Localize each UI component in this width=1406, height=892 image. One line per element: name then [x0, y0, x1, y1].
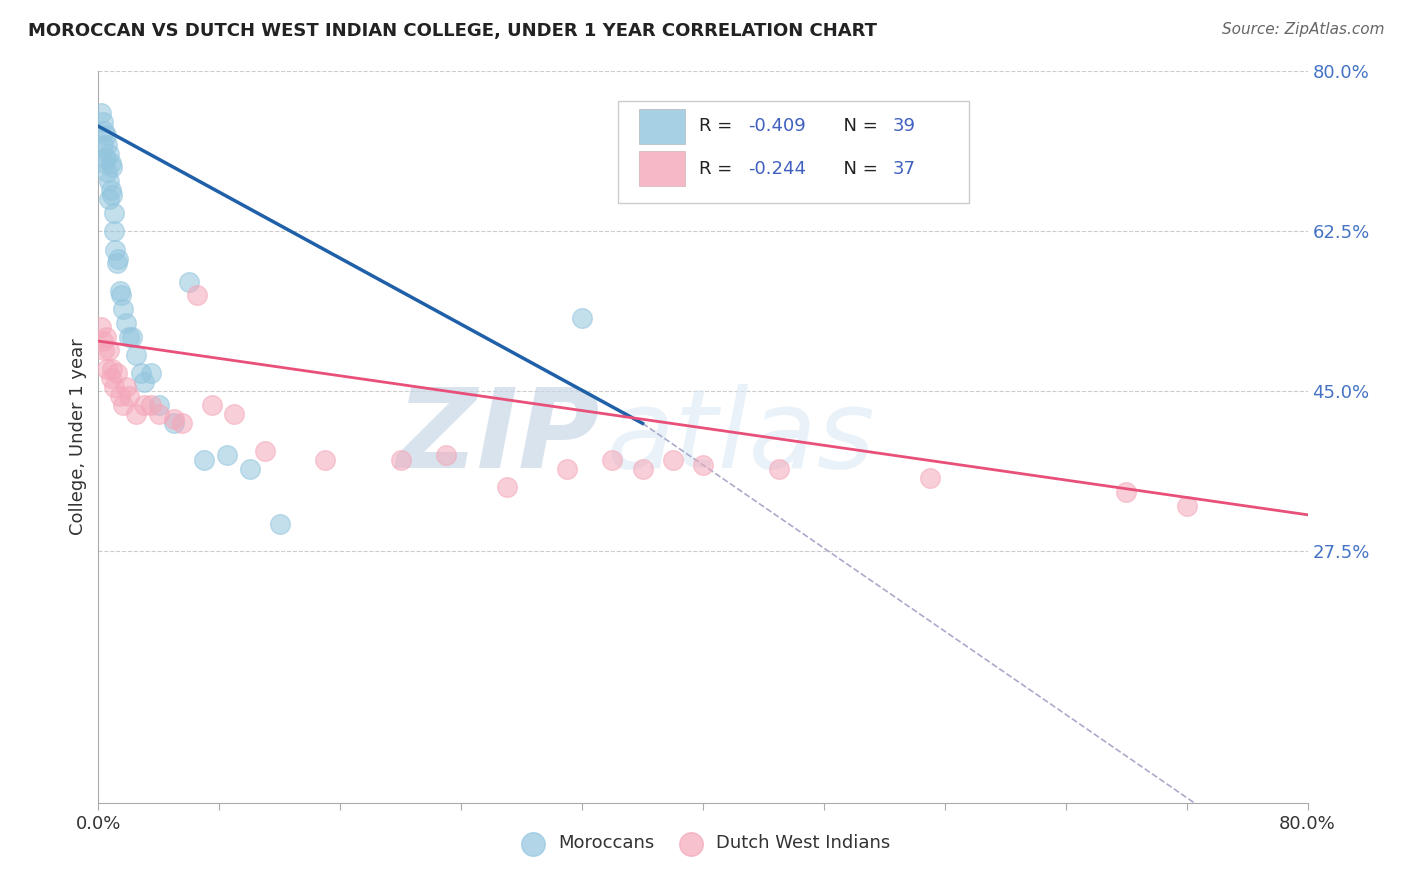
Point: [103, 380, 125, 394]
Point: [141, 398, 163, 412]
Point: [224, 407, 246, 421]
Text: 39: 39: [893, 117, 915, 136]
Point: [91, 114, 114, 128]
Point: [93, 156, 115, 170]
Point: [1175, 499, 1198, 513]
Point: [98, 343, 121, 358]
Text: Source: ZipAtlas.com: Source: ZipAtlas.com: [1222, 22, 1385, 37]
Point: [253, 443, 276, 458]
Point: [215, 448, 238, 462]
Point: [132, 375, 155, 389]
Point: [571, 311, 593, 326]
Y-axis label: College, Under 1 year: College, Under 1 year: [69, 339, 87, 535]
Text: MOROCCAN VS DUTCH WEST INDIAN COLLEGE, UNDER 1 YEAR CORRELATION CHART: MOROCCAN VS DUTCH WEST INDIAN COLLEGE, U…: [28, 22, 877, 40]
Point: [94, 329, 117, 343]
Point: [631, 462, 654, 476]
Point: [93, 343, 115, 358]
Point: [768, 462, 790, 476]
Point: [100, 156, 122, 170]
Point: [96, 165, 118, 179]
Point: [96, 137, 118, 152]
Point: [111, 398, 134, 412]
Point: [98, 192, 121, 206]
Point: [125, 407, 148, 421]
Point: [163, 412, 186, 426]
Point: [129, 366, 152, 380]
Point: [101, 187, 124, 202]
Point: [94, 151, 117, 165]
Point: [98, 146, 121, 161]
Point: [1115, 485, 1137, 500]
Point: [91, 334, 114, 348]
Point: [239, 462, 262, 476]
Legend: Moroccans, Dutch West Indians: Moroccans, Dutch West Indians: [508, 827, 898, 860]
Point: [692, 458, 714, 472]
Point: [495, 480, 517, 494]
Point: [105, 256, 128, 270]
Point: [94, 128, 117, 143]
Point: [107, 252, 129, 266]
Point: [105, 366, 128, 380]
Point: [179, 275, 201, 289]
Point: [93, 124, 115, 138]
Point: [163, 417, 186, 431]
Point: [141, 366, 163, 380]
Text: ZIP: ZIP: [396, 384, 600, 491]
Point: [125, 348, 148, 362]
Point: [114, 316, 136, 330]
FancyBboxPatch shape: [638, 151, 685, 186]
Text: 37: 37: [893, 160, 915, 178]
Text: -0.244: -0.244: [748, 160, 806, 178]
Point: [91, 137, 114, 152]
Point: [602, 453, 624, 467]
Text: -0.409: -0.409: [748, 117, 806, 136]
Point: [98, 174, 121, 188]
Point: [111, 301, 134, 317]
Point: [170, 417, 193, 431]
FancyBboxPatch shape: [638, 109, 685, 144]
Point: [661, 453, 683, 467]
Point: [101, 361, 124, 376]
Point: [269, 516, 291, 531]
Point: [108, 284, 131, 298]
Point: [103, 206, 125, 220]
Point: [555, 462, 578, 476]
Point: [114, 380, 136, 394]
Text: R =: R =: [699, 160, 738, 178]
Point: [101, 161, 124, 175]
Point: [118, 389, 141, 403]
Point: [121, 329, 143, 343]
Text: atlas: atlas: [606, 384, 875, 491]
Point: [110, 288, 132, 302]
Point: [193, 453, 215, 467]
Point: [118, 329, 141, 343]
Point: [90, 320, 112, 334]
Point: [148, 407, 170, 421]
Point: [148, 398, 170, 412]
Text: N =: N =: [832, 160, 884, 178]
Text: R =: R =: [699, 117, 738, 136]
Point: [108, 389, 131, 403]
Point: [186, 288, 208, 302]
Point: [132, 398, 155, 412]
Point: [314, 453, 336, 467]
Point: [100, 183, 122, 197]
Point: [918, 471, 941, 485]
Point: [104, 243, 127, 257]
Point: [90, 105, 112, 120]
Point: [201, 398, 224, 412]
Point: [389, 453, 412, 467]
Text: N =: N =: [832, 117, 884, 136]
FancyBboxPatch shape: [619, 101, 969, 203]
Point: [434, 448, 457, 462]
Point: [96, 361, 118, 376]
Point: [100, 370, 122, 384]
Point: [103, 224, 125, 238]
